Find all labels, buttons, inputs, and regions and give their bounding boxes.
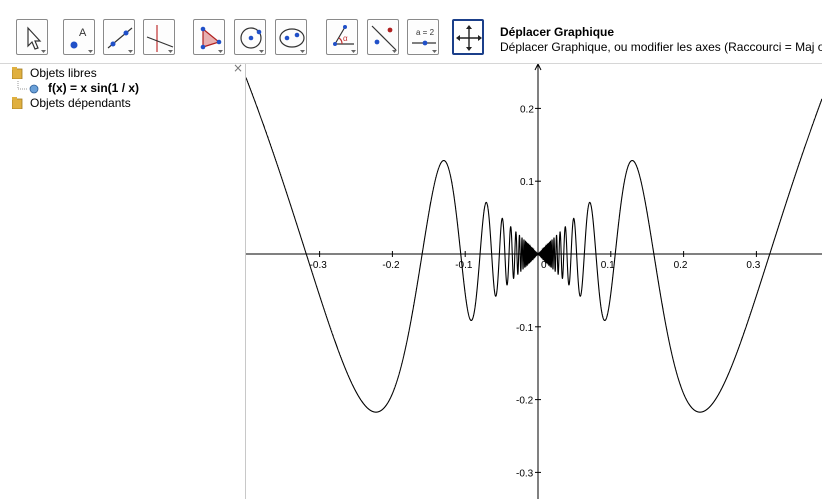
circle-center-point-icon bbox=[240, 27, 264, 53]
algebra-view: × Objets libres f(x) = x sin(1 / x) Obje… bbox=[0, 61, 246, 499]
y-tick-label: -0.3 bbox=[516, 468, 534, 479]
tool-reflect-button[interactable] bbox=[367, 19, 399, 55]
y-tick-label: 0.2 bbox=[520, 104, 534, 115]
x-tick-label: 0.2 bbox=[674, 260, 688, 271]
free-objects-label: Objets libres bbox=[30, 66, 97, 80]
close-icon[interactable]: × bbox=[232, 61, 244, 75]
dependent-objects-label: Objets dépendants bbox=[30, 96, 131, 110]
slider-icon-label: a = 2 bbox=[416, 28, 435, 37]
x-tick-label: 0.1 bbox=[601, 260, 615, 271]
tree-folder-free-objects[interactable]: Objets libres bbox=[0, 66, 230, 81]
active-tool-description: Déplacer Graphique, ou modifier les axes… bbox=[500, 40, 822, 54]
arrow-pointer-icon bbox=[27, 26, 46, 53]
y-axis-arrow bbox=[534, 64, 542, 71]
folder-icon bbox=[12, 67, 23, 79]
tool-angle-button[interactable]: α bbox=[326, 19, 358, 55]
point-A-icon: A bbox=[70, 27, 93, 53]
y-tick-label: 0.1 bbox=[520, 177, 534, 188]
move-graphics-cross-icon bbox=[456, 25, 482, 51]
tool-slider-button[interactable]: a = 2 bbox=[407, 19, 439, 55]
graphics-view[interactable]: -0.3 -0.2 -0.1 0 0.1 0.2 0.3 0.2 0.1 -0.1 -0.2 -0.3 bbox=[246, 64, 822, 499]
polygon-icon bbox=[200, 26, 223, 53]
tool-move-graphics-button[interactable] bbox=[452, 19, 484, 55]
angle-icon: α bbox=[333, 25, 356, 53]
function-item-f[interactable]: f(x) = x sin(1 / x) bbox=[0, 81, 230, 96]
svg-text:A: A bbox=[79, 27, 87, 39]
x-tick-label: 0 bbox=[541, 260, 547, 271]
tree-connector-icon bbox=[17, 81, 39, 94]
x-tick-label: -0.2 bbox=[382, 260, 400, 271]
function-curve-f[interactable] bbox=[246, 77, 822, 413]
ellipse-icon bbox=[279, 28, 305, 53]
tool-point-button[interactable]: A bbox=[63, 19, 95, 55]
perpendicular-line-icon bbox=[146, 25, 174, 53]
active-tool-title: Déplacer Graphique bbox=[500, 25, 615, 39]
reflect-about-line-icon bbox=[371, 25, 397, 53]
tool-ellipse-button[interactable] bbox=[275, 19, 307, 55]
tool-perpendicular-button[interactable] bbox=[143, 19, 175, 55]
line-through-two-points-icon bbox=[107, 27, 133, 53]
folder-icon bbox=[12, 97, 23, 109]
graphics-canvas[interactable]: -0.3 -0.2 -0.1 0 0.1 0.2 0.3 0.2 0.1 -0.1 -0.2 -0.3 bbox=[246, 64, 822, 499]
y-tick-label: -0.1 bbox=[516, 323, 534, 334]
tool-line-button[interactable] bbox=[103, 19, 135, 55]
tool-polygon-button[interactable] bbox=[193, 19, 225, 55]
y-tick-label: -0.2 bbox=[516, 396, 534, 407]
tree-folder-dependent-objects[interactable]: Objets dépendants bbox=[0, 96, 230, 111]
x-tick-label: -0.3 bbox=[310, 260, 328, 271]
slider-icon: a = 2 bbox=[412, 28, 437, 53]
tool-circle-button[interactable] bbox=[234, 19, 266, 55]
x-tick-label: 0.3 bbox=[746, 260, 760, 271]
svg-text:α: α bbox=[343, 34, 348, 43]
x-tick-label: -0.1 bbox=[455, 260, 473, 271]
toolbar: A bbox=[0, 0, 822, 64]
function-definition: f(x) = x sin(1 / x) bbox=[48, 81, 140, 95]
tool-move-button[interactable] bbox=[16, 19, 48, 55]
